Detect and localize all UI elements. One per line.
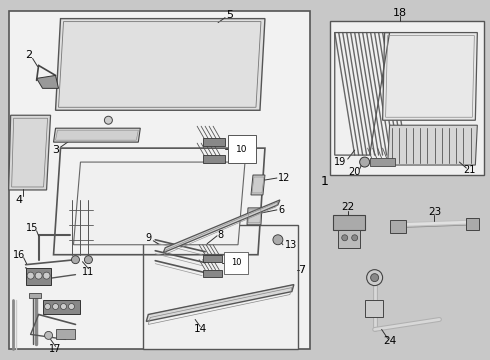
Bar [143, 225, 298, 349]
Polygon shape [9, 115, 50, 190]
Polygon shape [466, 218, 479, 230]
Text: 12: 12 [278, 173, 290, 183]
Text: 20: 20 [348, 167, 361, 177]
Polygon shape [247, 208, 262, 225]
Circle shape [352, 235, 358, 241]
Polygon shape [53, 128, 140, 142]
Polygon shape [147, 285, 294, 321]
Polygon shape [383, 32, 477, 120]
Bar [330, 21, 484, 175]
Text: 7: 7 [298, 265, 305, 275]
Polygon shape [37, 75, 58, 88]
Polygon shape [74, 162, 245, 245]
Polygon shape [390, 220, 406, 233]
Circle shape [84, 256, 93, 264]
Circle shape [27, 272, 34, 279]
Polygon shape [203, 138, 225, 146]
Bar [365, 300, 383, 318]
Text: 11: 11 [82, 267, 95, 276]
Polygon shape [25, 268, 50, 285]
Text: 2: 2 [25, 50, 32, 60]
Text: 19: 19 [334, 157, 346, 167]
Polygon shape [28, 293, 41, 298]
Text: 21: 21 [463, 165, 476, 175]
Polygon shape [55, 19, 265, 110]
Text: 17: 17 [49, 345, 62, 354]
Polygon shape [338, 230, 360, 248]
Circle shape [360, 157, 369, 167]
Polygon shape [369, 158, 394, 166]
Polygon shape [203, 270, 222, 276]
Text: 5: 5 [226, 10, 234, 20]
Text: 3: 3 [52, 145, 59, 155]
Circle shape [61, 303, 67, 310]
Text: 16: 16 [13, 250, 25, 260]
Text: 24: 24 [383, 336, 396, 346]
Bar [228, 135, 256, 163]
Circle shape [52, 303, 58, 310]
Text: 9: 9 [145, 233, 151, 243]
Polygon shape [203, 255, 222, 262]
Text: 13: 13 [285, 240, 297, 250]
Polygon shape [333, 215, 365, 230]
Circle shape [104, 116, 112, 124]
Circle shape [72, 256, 79, 264]
Text: 23: 23 [428, 207, 441, 217]
Text: 8: 8 [217, 230, 223, 240]
Text: 10: 10 [236, 145, 248, 154]
Circle shape [45, 332, 52, 339]
Text: 4: 4 [15, 195, 22, 205]
Circle shape [69, 303, 74, 310]
Polygon shape [43, 300, 80, 315]
Circle shape [370, 274, 379, 282]
Polygon shape [251, 175, 265, 195]
Text: 14: 14 [194, 324, 207, 334]
Circle shape [45, 303, 50, 310]
Polygon shape [203, 155, 225, 163]
Text: 22: 22 [341, 202, 354, 212]
Text: 6: 6 [278, 205, 284, 215]
Text: 1: 1 [321, 175, 329, 189]
Circle shape [273, 235, 283, 245]
Text: 15: 15 [26, 223, 39, 233]
Circle shape [367, 270, 383, 285]
Bar [9, 11, 310, 349]
Text: 10: 10 [231, 258, 241, 267]
Text: 18: 18 [392, 8, 407, 18]
Circle shape [35, 272, 42, 279]
Polygon shape [55, 329, 75, 339]
Circle shape [43, 272, 50, 279]
Polygon shape [163, 200, 280, 253]
Bar [224, 252, 248, 274]
Polygon shape [388, 125, 477, 165]
Circle shape [342, 235, 348, 241]
